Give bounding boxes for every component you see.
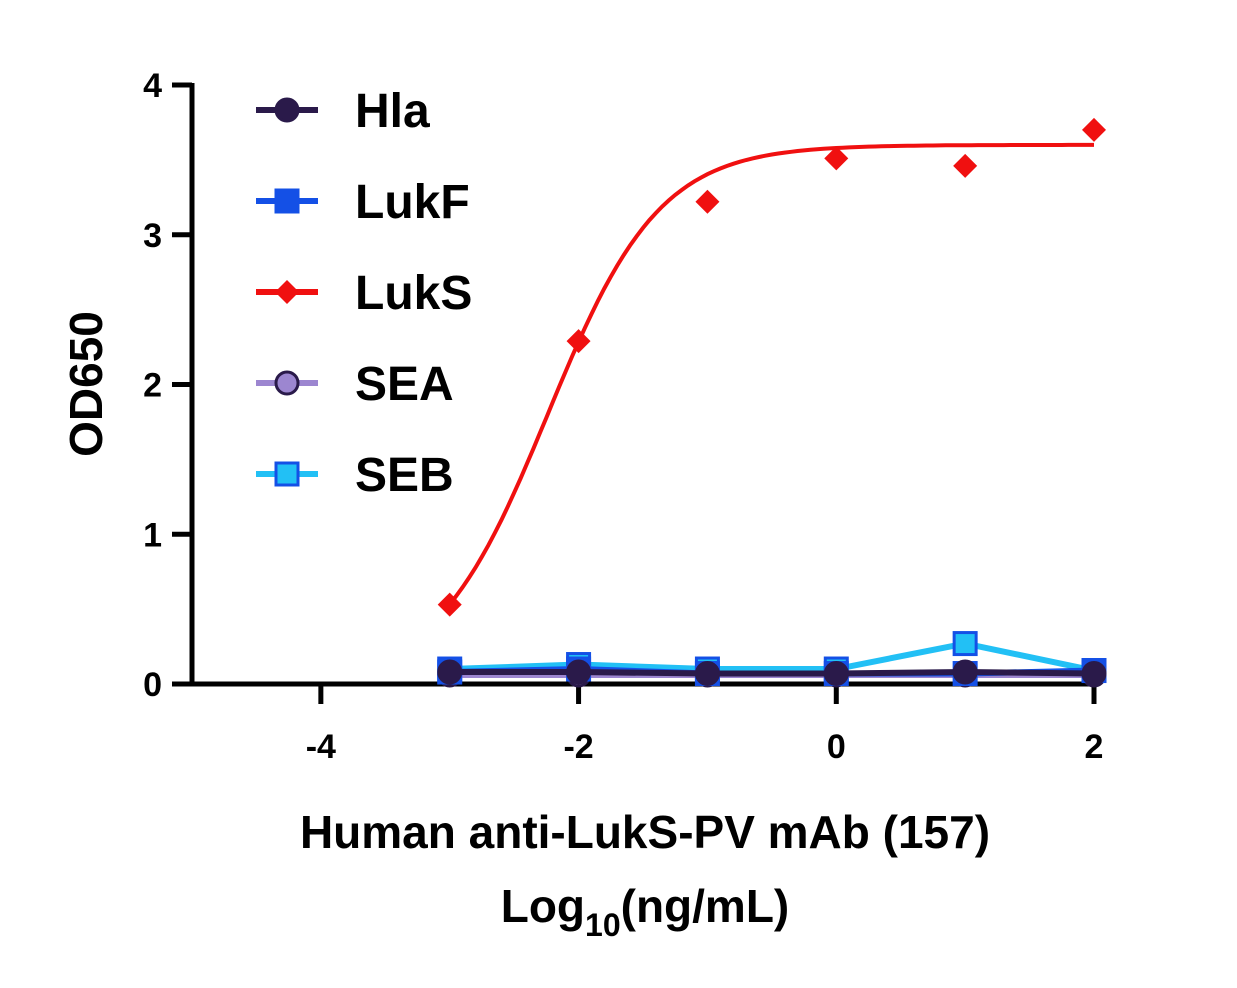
data-point-square bbox=[952, 631, 978, 657]
series-line bbox=[449, 640, 1095, 674]
data-point-square bbox=[274, 188, 300, 214]
legend-item-LukF: LukF bbox=[256, 176, 470, 229]
data-point-diamond bbox=[1082, 117, 1106, 142]
x-tick-label: -4 bbox=[306, 728, 336, 766]
data-point-circle bbox=[274, 97, 300, 123]
data-point-square bbox=[274, 461, 300, 487]
data-point-diamond bbox=[437, 592, 462, 617]
y-tick-label: 1 bbox=[143, 516, 162, 554]
data-point-diamond bbox=[566, 329, 591, 354]
x-tick-label: 0 bbox=[827, 728, 846, 766]
y-tick-label: 4 bbox=[143, 67, 162, 105]
fit-curve bbox=[448, 142, 1094, 606]
y-tick-label: 2 bbox=[143, 367, 162, 405]
series-line bbox=[449, 669, 1095, 677]
data-point-diamond bbox=[953, 153, 978, 178]
legend-label: LukS bbox=[355, 267, 472, 320]
legend-label: SEA bbox=[355, 358, 454, 411]
data-point-circle bbox=[274, 370, 300, 396]
legend-item-SEB: SEB bbox=[256, 449, 454, 502]
y-axis-label: OD650 bbox=[60, 311, 112, 457]
legend-label: LukF bbox=[355, 176, 470, 229]
legend: Hla LukF LukS SEA SEB bbox=[256, 85, 472, 502]
x-tick-label: -2 bbox=[563, 728, 593, 766]
data-point-diamond bbox=[824, 146, 849, 171]
axes: 0 1 2 3 4 -4 -2 0 2 bbox=[143, 67, 1103, 766]
legend-item-LukS: LukS bbox=[256, 267, 472, 320]
x-axis-label: Human anti-LukS-PV mAb (157) bbox=[300, 806, 990, 858]
legend-label: SEB bbox=[355, 449, 454, 502]
series-Hla bbox=[437, 659, 1107, 687]
data-point-circle bbox=[952, 659, 978, 685]
x-tick-label: 2 bbox=[1085, 728, 1104, 766]
series-LukS bbox=[437, 117, 1106, 617]
data-point-circle bbox=[566, 659, 592, 685]
data-point-diamond bbox=[275, 280, 299, 304]
data-point-circle bbox=[437, 659, 463, 685]
legend-item-SEA: SEA bbox=[256, 358, 454, 411]
legend-label: Hla bbox=[355, 85, 430, 138]
data-point-diamond bbox=[695, 189, 720, 214]
x-axis-label-units: Log10(ng/mL) bbox=[501, 880, 790, 943]
data-point-circle bbox=[694, 661, 720, 687]
y-tick-label: 0 bbox=[143, 666, 162, 704]
data-point-circle bbox=[1081, 661, 1107, 687]
data-point-circle bbox=[823, 661, 849, 687]
plot-area bbox=[437, 117, 1107, 688]
legend-item-Hla: Hla bbox=[256, 85, 430, 138]
y-tick-label: 3 bbox=[143, 217, 162, 255]
